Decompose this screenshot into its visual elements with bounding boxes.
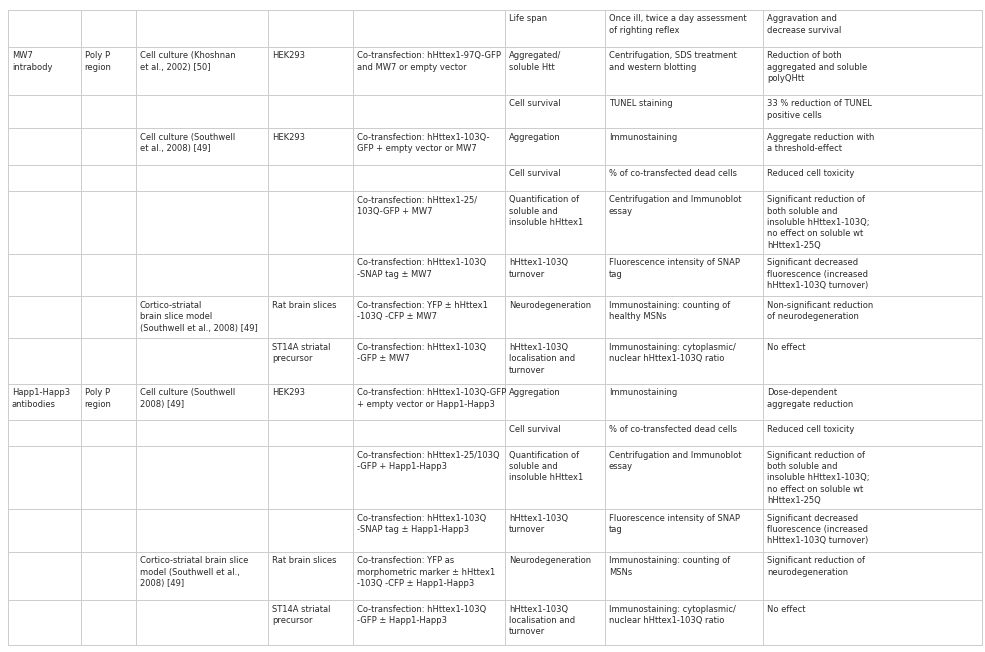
Text: Cell survival: Cell survival (509, 100, 560, 108)
Text: ST14A striatal
precursor: ST14A striatal precursor (272, 343, 330, 363)
Text: Aggregation: Aggregation (509, 388, 561, 397)
Text: Cell culture (Southwell
2008) [49]: Cell culture (Southwell 2008) [49] (140, 388, 235, 409)
Text: Immunostaining: Immunostaining (609, 388, 677, 397)
Text: Non-significant reduction
of neurodegeneration: Non-significant reduction of neurodegene… (767, 301, 874, 321)
Text: Significant decreased
fluorescence (increased
hHttex1-103Q turnover): Significant decreased fluorescence (incr… (767, 258, 869, 290)
Text: Significant reduction of
both soluble and
insoluble hHttex1-103Q;
no effect on s: Significant reduction of both soluble an… (767, 451, 870, 505)
Text: Co-transfection: hHttex1-103Q-
GFP + empty vector or MW7: Co-transfection: hHttex1-103Q- GFP + emp… (357, 133, 490, 153)
Text: Significant decreased
fluorescence (increased
hHttex1-103Q turnover): Significant decreased fluorescence (incr… (767, 514, 869, 546)
Text: Quantification of
soluble and
insoluble hHttex1: Quantification of soluble and insoluble … (509, 195, 583, 227)
Text: ST14A striatal
precursor: ST14A striatal precursor (272, 604, 330, 625)
Text: Fluorescence intensity of SNAP
tag: Fluorescence intensity of SNAP tag (609, 514, 740, 534)
Text: Reduced cell toxicity: Reduced cell toxicity (767, 425, 855, 434)
Text: Cell survival: Cell survival (509, 170, 560, 179)
Text: Rat brain slices: Rat brain slices (272, 556, 336, 565)
Text: Co-transfection: YFP ± hHttex1
-103Q -CFP ± MW7: Co-transfection: YFP ± hHttex1 -103Q -CF… (357, 301, 488, 321)
Text: % of co-transfected dead cells: % of co-transfected dead cells (609, 170, 737, 179)
Text: Co-transfection: YFP as
morphometric marker ± hHttex1
-103Q -CFP ± Happ1-Happ3: Co-transfection: YFP as morphometric mar… (357, 556, 494, 588)
Text: Once ill, twice a day assessment
of righting reflex: Once ill, twice a day assessment of righ… (609, 14, 747, 35)
Text: Centrifugation and Immunoblot
essay: Centrifugation and Immunoblot essay (609, 451, 742, 471)
Text: Poly P
region: Poly P region (85, 51, 111, 72)
Text: Immunostaining: cytoplasmic/
nuclear hHttex1-103Q ratio: Immunostaining: cytoplasmic/ nuclear hHt… (609, 343, 736, 363)
Text: Fluorescence intensity of SNAP
tag: Fluorescence intensity of SNAP tag (609, 258, 740, 278)
Text: hHttex1-103Q
turnover: hHttex1-103Q turnover (509, 514, 568, 534)
Text: Happ1-Happ3
antibodies: Happ1-Happ3 antibodies (12, 388, 70, 409)
Text: Co-transfection: hHttex1-103Q
-GFP ± Happ1-Happ3: Co-transfection: hHttex1-103Q -GFP ± Hap… (357, 604, 486, 625)
Text: Significant reduction of
neurodegeneration: Significant reduction of neurodegenerati… (767, 556, 865, 576)
Text: Immunostaining: cytoplasmic/
nuclear hHttex1-103Q ratio: Immunostaining: cytoplasmic/ nuclear hHt… (609, 604, 736, 625)
Text: Co-transfection: hHttex1-103Q
-SNAP tag ± MW7: Co-transfection: hHttex1-103Q -SNAP tag … (357, 258, 486, 278)
Text: Reduction of both
aggregated and soluble
polyQHtt: Reduction of both aggregated and soluble… (767, 51, 868, 83)
Text: Cell culture (Khoshnan
et al., 2002) [50]: Cell culture (Khoshnan et al., 2002) [50… (140, 51, 235, 72)
Text: HEK293: HEK293 (272, 51, 305, 60)
Text: TUNEL staining: TUNEL staining (609, 100, 673, 108)
Text: Co-transfection: hHttex1-103Q-GFP
+ empty vector or Happ1-Happ3: Co-transfection: hHttex1-103Q-GFP + empt… (357, 388, 506, 409)
Text: Aggregated/
soluble Htt: Aggregated/ soluble Htt (509, 51, 561, 72)
Text: No effect: No effect (767, 343, 806, 351)
Text: Cortico-striatal
brain slice model
(Southwell et al., 2008) [49]: Cortico-striatal brain slice model (Sout… (140, 301, 258, 333)
Text: Rat brain slices: Rat brain slices (272, 301, 336, 310)
Text: Life span: Life span (509, 14, 548, 23)
Text: Quantification of
soluble and
insoluble hHttex1: Quantification of soluble and insoluble … (509, 451, 583, 482)
Text: HEK293: HEK293 (272, 133, 305, 141)
Text: hHttex1-103Q
localisation and
turnover: hHttex1-103Q localisation and turnover (509, 604, 575, 636)
Text: Immunostaining: Immunostaining (609, 133, 677, 141)
Text: Aggravation and
decrease survival: Aggravation and decrease survival (767, 14, 842, 35)
Text: 33 % reduction of TUNEL
positive cells: 33 % reduction of TUNEL positive cells (767, 100, 872, 120)
Text: Cortico-striatal brain slice
model (Southwell et al.,
2008) [49]: Cortico-striatal brain slice model (Sout… (140, 556, 248, 588)
Text: Significant reduction of
both soluble and
insoluble hHttex1-103Q;
no effect on s: Significant reduction of both soluble an… (767, 195, 870, 250)
Text: Immunostaining: counting of
healthy MSNs: Immunostaining: counting of healthy MSNs (609, 301, 730, 321)
Text: Dose-dependent
aggregate reduction: Dose-dependent aggregate reduction (767, 388, 854, 409)
Text: Cell culture (Southwell
et al., 2008) [49]: Cell culture (Southwell et al., 2008) [4… (140, 133, 235, 153)
Text: hHttex1-103Q
localisation and
turnover: hHttex1-103Q localisation and turnover (509, 343, 575, 375)
Text: HEK293: HEK293 (272, 388, 305, 397)
Text: Centrifugation, SDS treatment
and western blotting: Centrifugation, SDS treatment and wester… (609, 51, 737, 72)
Text: Neurodegeneration: Neurodegeneration (509, 301, 591, 310)
Text: Co-transfection: hHttex1-103Q
-GFP ± MW7: Co-transfection: hHttex1-103Q -GFP ± MW7 (357, 343, 486, 363)
Text: No effect: No effect (767, 604, 806, 614)
Text: Co-transfection: hHttex1-103Q
-SNAP tag ± Happ1-Happ3: Co-transfection: hHttex1-103Q -SNAP tag … (357, 514, 486, 534)
Text: % of co-transfected dead cells: % of co-transfected dead cells (609, 425, 737, 434)
Text: Co-transfection: hHttex1-25/
103Q-GFP + MW7: Co-transfection: hHttex1-25/ 103Q-GFP + … (357, 195, 477, 216)
Text: Neurodegeneration: Neurodegeneration (509, 556, 591, 565)
Text: Poly P
region: Poly P region (85, 388, 111, 409)
Text: Aggregate reduction with
a threshold-effect: Aggregate reduction with a threshold-eff… (767, 133, 875, 153)
Text: Aggregation: Aggregation (509, 133, 561, 141)
Text: hHttex1-103Q
turnover: hHttex1-103Q turnover (509, 258, 568, 278)
Text: Co-transfection: hHttex1-25/103Q
-GFP + Happ1-Happ3: Co-transfection: hHttex1-25/103Q -GFP + … (357, 451, 499, 471)
Text: Reduced cell toxicity: Reduced cell toxicity (767, 170, 855, 179)
Text: Centrifugation and Immunoblot
essay: Centrifugation and Immunoblot essay (609, 195, 742, 216)
Text: Cell survival: Cell survival (509, 425, 560, 434)
Text: Co-transfection: hHttex1-97Q-GFP
and MW7 or empty vector: Co-transfection: hHttex1-97Q-GFP and MW7… (357, 51, 500, 72)
Text: Immunostaining: counting of
MSNs: Immunostaining: counting of MSNs (609, 556, 730, 576)
Text: MW7
intrabody: MW7 intrabody (12, 51, 52, 72)
